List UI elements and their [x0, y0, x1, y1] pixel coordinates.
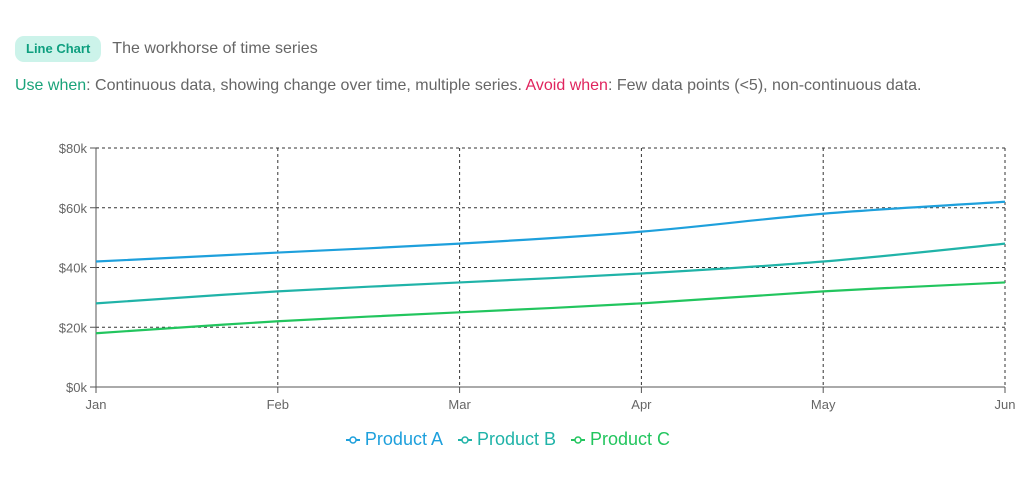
- series-line-2: [95, 242, 1006, 305]
- legend-label: Product B: [476, 429, 557, 449]
- x-tick-label: Jun: [995, 397, 1016, 412]
- legend-item-1[interactable]: Product A: [345, 429, 443, 450]
- legend-line-marker-icon: [571, 435, 586, 444]
- use-when-label: Use when: [15, 77, 87, 94]
- x-tick-label: Jan: [86, 397, 107, 412]
- avoid-when-text: : Few data points (<5), non-continuous d…: [607, 77, 922, 94]
- legend-label: Product C: [590, 429, 671, 449]
- legend-label: Product A: [364, 429, 443, 449]
- legend-line-marker-icon: [457, 435, 472, 444]
- legend-item-3[interactable]: Product C: [570, 429, 670, 450]
- legend-line-marker-icon: [345, 435, 360, 444]
- avoid-when-label: Avoid when: [525, 77, 608, 94]
- chart-subtitle: The workhorse of time series: [112, 40, 318, 57]
- y-tick-label: $20k: [59, 320, 88, 335]
- x-tick-label: May: [811, 397, 836, 412]
- chart-header: Line Chart The workhorse of time series: [15, 36, 318, 62]
- x-tick-label: Apr: [631, 397, 652, 412]
- y-tick-label: $40k: [59, 261, 88, 276]
- line-chart: $0k $20k $40k $60k $80k Jan Feb Mar Apr May Jun: [59, 141, 1016, 412]
- x-tick-label: Feb: [267, 397, 289, 412]
- use-when-text: : Continuous data, showing change over t…: [86, 77, 526, 94]
- chart-legend: Product A Product B Product C: [0, 429, 1015, 450]
- y-tick-label: $0k: [66, 380, 87, 395]
- series-line-1: [95, 200, 1006, 263]
- y-tick-label: $60k: [59, 201, 88, 216]
- series-line-3: [95, 281, 1006, 335]
- chart-description: Use when: Continuous data, showing chang…: [15, 73, 1005, 98]
- y-tick-label: $80k: [59, 141, 88, 156]
- x-tick-label: Mar: [448, 397, 471, 412]
- legend-item-2[interactable]: Product B: [457, 429, 556, 450]
- chart-type-badge: Line Chart: [15, 36, 102, 62]
